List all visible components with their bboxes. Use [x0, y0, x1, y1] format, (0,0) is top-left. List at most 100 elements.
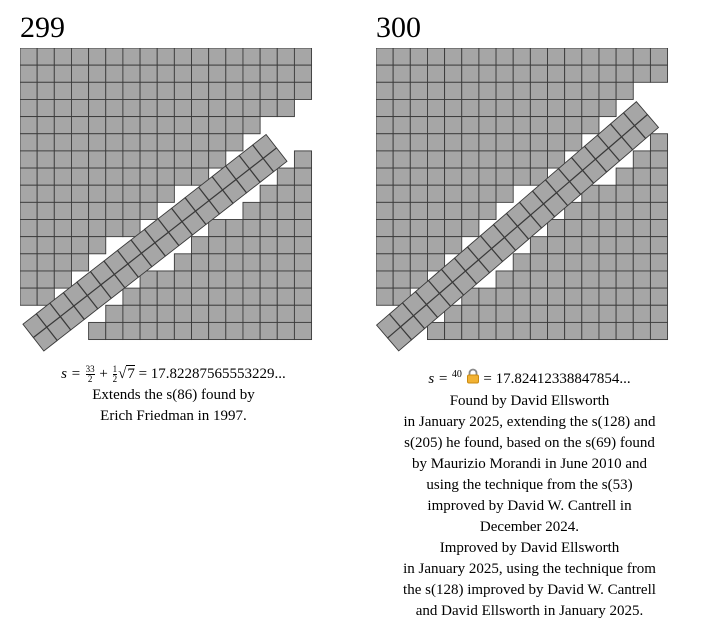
grid-square	[53, 253, 72, 272]
grid-square	[225, 219, 244, 238]
grid-square	[122, 201, 141, 220]
grid-square	[409, 219, 428, 238]
grid-square	[105, 81, 124, 100]
grid-square	[88, 167, 107, 186]
grid-square	[191, 270, 210, 289]
grid-square	[564, 287, 583, 306]
grid-square	[225, 48, 244, 66]
grid-square	[53, 133, 72, 152]
grid-square	[427, 150, 446, 169]
grid-square	[105, 219, 124, 238]
grid-square	[293, 201, 313, 220]
grid-square	[293, 150, 313, 169]
grid-square	[156, 184, 175, 203]
grid-square	[208, 219, 227, 238]
grid-square	[139, 304, 158, 323]
grid-square	[36, 150, 55, 169]
grid-square	[598, 304, 617, 323]
grid-square	[225, 321, 244, 341]
grid-square	[156, 99, 175, 118]
grid-square	[208, 81, 227, 100]
grid-square	[20, 81, 38, 100]
grid-square	[547, 287, 566, 306]
grid-square	[105, 201, 124, 220]
grid-square	[615, 321, 634, 341]
grid-square	[376, 48, 394, 66]
grid-square	[478, 184, 497, 203]
grid-square	[495, 99, 514, 118]
grid-square	[649, 64, 669, 83]
grid-square	[156, 64, 175, 83]
grid-square	[529, 48, 548, 66]
grid-square	[53, 184, 72, 203]
grid-square	[547, 64, 566, 83]
grid-square	[225, 133, 244, 152]
grid-square	[71, 184, 90, 203]
grid-square	[581, 236, 600, 255]
grid-square	[581, 116, 600, 135]
grid-square	[276, 201, 295, 220]
caption-line: s(205) he found, based on the s(69) foun…	[404, 435, 655, 452]
grid-square	[649, 270, 669, 289]
grid-square	[173, 99, 192, 118]
grid-square	[259, 64, 278, 83]
grid-square	[376, 253, 394, 272]
grid-square	[36, 64, 55, 83]
grid-square	[122, 116, 141, 135]
caption-line: improved by David W. Cantrell in	[427, 498, 632, 515]
grid-square	[20, 64, 38, 83]
grid-square	[88, 116, 107, 135]
radicand: 7	[126, 365, 135, 382]
grid-square	[529, 81, 548, 100]
grid-square	[427, 201, 446, 220]
grid-square	[173, 133, 192, 152]
grid-square	[615, 304, 634, 323]
grid-square	[529, 150, 548, 169]
grid-square	[242, 253, 261, 272]
grid-square	[20, 201, 38, 220]
grid-square	[105, 184, 124, 203]
grid-square	[409, 133, 428, 152]
grid-square	[122, 219, 141, 238]
grid-square	[122, 304, 141, 323]
grid-square	[444, 48, 463, 66]
grid-square	[259, 99, 278, 118]
grid-square	[409, 201, 428, 220]
grid-square	[529, 287, 548, 306]
grid-square	[512, 48, 531, 66]
grid-square	[409, 270, 428, 289]
grid-square	[547, 150, 566, 169]
grid-square	[564, 304, 583, 323]
grid-square	[71, 99, 90, 118]
grid-square	[71, 219, 90, 238]
grid-square	[427, 48, 446, 66]
caption-line: the s(128) improved by David W. Cantrell	[403, 582, 656, 599]
plus-sign: +	[99, 366, 108, 382]
grid-square	[259, 253, 278, 272]
grid-square	[139, 116, 158, 135]
grid-square	[36, 253, 55, 272]
grid-square	[259, 304, 278, 323]
grid-square	[259, 321, 278, 341]
grid-square	[225, 236, 244, 255]
grid-square	[444, 236, 463, 255]
grid-square	[615, 167, 634, 186]
grid-square	[427, 133, 446, 152]
grid-square	[88, 64, 107, 83]
grid-square	[495, 167, 514, 186]
grid-square	[139, 184, 158, 203]
grid-square	[53, 236, 72, 255]
grid-square	[293, 270, 313, 289]
grid-square	[88, 201, 107, 220]
formula-value: = 17.82287565553229...	[138, 366, 286, 382]
grid-square	[392, 236, 411, 255]
grid-square	[478, 304, 497, 323]
grid-square	[632, 201, 651, 220]
grid-square	[122, 64, 141, 83]
grid-square	[225, 99, 244, 118]
grid-square	[409, 236, 428, 255]
frac-den: 2	[112, 374, 118, 385]
grid-square	[598, 99, 617, 118]
grid-square	[122, 99, 141, 118]
grid-square	[88, 219, 107, 238]
